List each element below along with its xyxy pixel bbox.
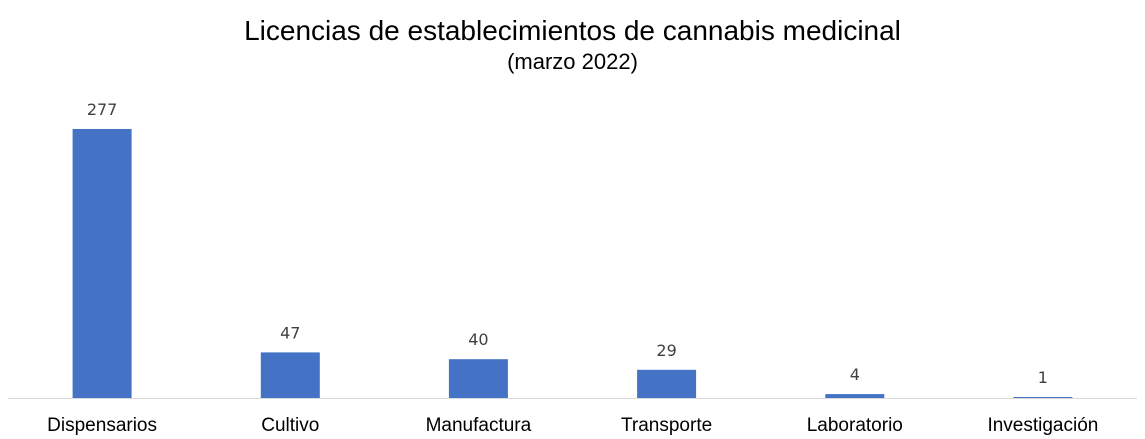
data-label-dispensarios: 277	[87, 100, 118, 119]
value-labels-layer: 277 47 40 29 4 1	[87, 100, 1048, 387]
bar-laboratorio	[825, 394, 884, 398]
data-label-manufactura: 40	[468, 330, 488, 349]
bar-investigación	[1013, 397, 1072, 398]
data-label-cultivo: 47	[280, 323, 300, 342]
bar-cultivo	[261, 352, 320, 398]
data-label-transporte: 29	[656, 341, 676, 360]
bar-dispensarios	[73, 129, 132, 398]
category-label-manufactura: Manufactura	[426, 415, 532, 436]
bar-manufactura	[449, 359, 508, 398]
data-label-investigación: 1	[1038, 368, 1048, 387]
category-label-laboratorio: Laboratorio	[807, 415, 903, 436]
category-label-investigación: Investigación	[987, 415, 1098, 436]
data-label-laboratorio: 4	[850, 365, 860, 384]
category-labels-layer: Dispensarios Cultivo Manufactura Transporte…	[47, 415, 1098, 436]
bar-transporte	[637, 370, 696, 398]
category-label-dispensarios: Dispensarios	[47, 415, 157, 436]
bars-layer	[73, 129, 1073, 398]
category-label-cultivo: Cultivo	[261, 415, 319, 436]
category-label-transporte: Transporte	[621, 415, 712, 436]
